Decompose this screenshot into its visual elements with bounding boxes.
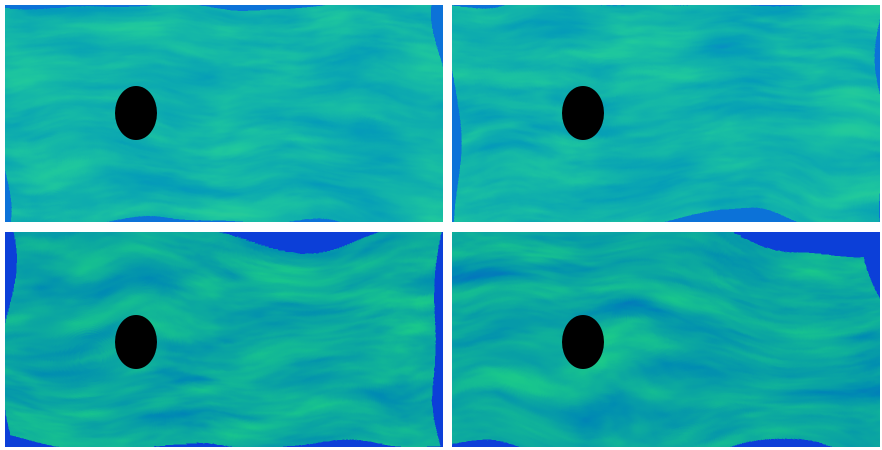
obstacle (562, 315, 604, 369)
flow-visualization-grid (0, 0, 882, 450)
page: (() => { const data = JSON.parse(documen… (0, 0, 882, 450)
flow-panel (5, 232, 443, 447)
flow-panel (452, 5, 880, 222)
flow-panel (5, 5, 443, 222)
flow-panel (452, 232, 880, 447)
obstacle (562, 86, 604, 140)
obstacle (115, 315, 157, 369)
obstacle (115, 86, 157, 140)
